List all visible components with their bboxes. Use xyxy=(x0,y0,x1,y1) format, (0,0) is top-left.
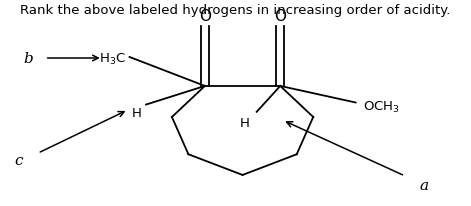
Text: a: a xyxy=(419,178,429,192)
Text: b: b xyxy=(24,52,33,66)
Text: H: H xyxy=(131,106,141,119)
Text: O: O xyxy=(199,9,211,24)
Text: O: O xyxy=(274,9,286,24)
Text: Rank the above labeled hydrogens in increasing order of acidity.: Rank the above labeled hydrogens in incr… xyxy=(20,4,451,17)
Text: H: H xyxy=(240,116,250,129)
Text: OCH$_3$: OCH$_3$ xyxy=(363,100,399,115)
Text: H$_3$C: H$_3$C xyxy=(99,51,126,66)
Text: c: c xyxy=(15,154,23,168)
